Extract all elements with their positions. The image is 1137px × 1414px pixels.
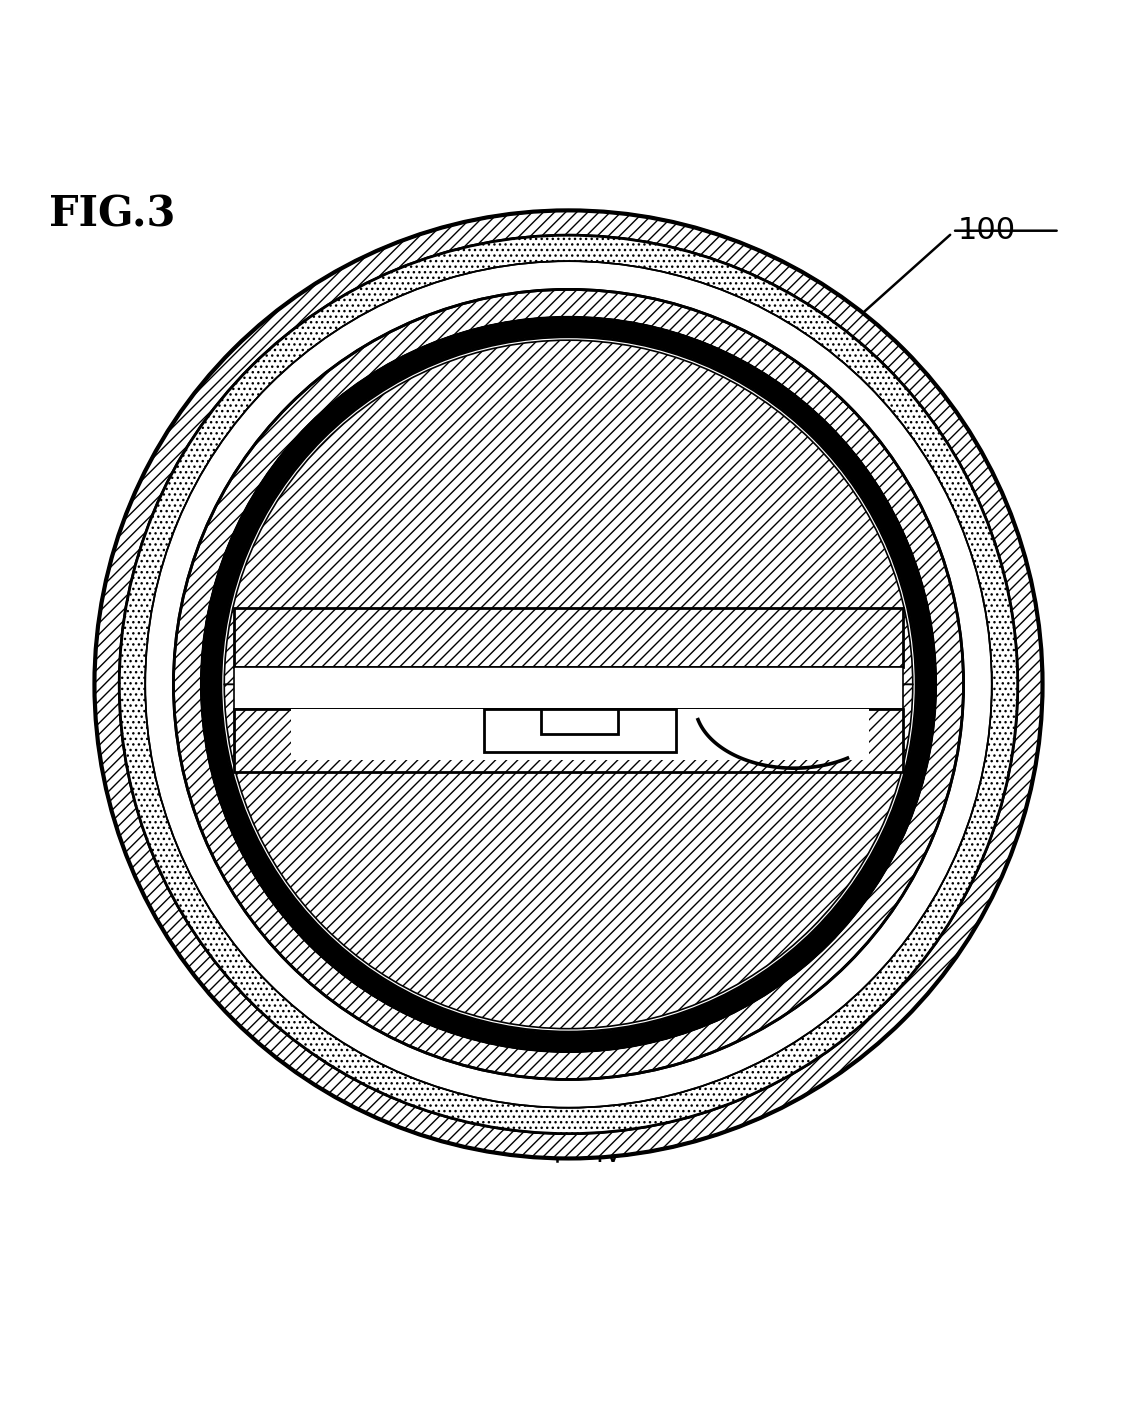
Text: 12: 12 — [879, 564, 912, 625]
Circle shape — [221, 337, 916, 1032]
Wedge shape — [146, 262, 991, 1107]
Wedge shape — [224, 341, 913, 684]
Bar — [484, 710, 675, 752]
Bar — [234, 710, 903, 772]
Bar — [234, 667, 903, 710]
Text: 1: 1 — [796, 615, 896, 706]
Wedge shape — [201, 318, 936, 1051]
Wedge shape — [174, 290, 963, 1079]
Wedge shape — [119, 235, 1018, 1134]
Bar — [541, 710, 619, 734]
Text: 14: 14 — [869, 416, 912, 501]
Bar — [234, 667, 903, 710]
Wedge shape — [94, 211, 1043, 1158]
Text: 100: 100 — [957, 216, 1016, 245]
Bar — [234, 608, 903, 667]
Text: 15: 15 — [858, 399, 912, 455]
Wedge shape — [224, 684, 913, 1028]
Circle shape — [83, 199, 1054, 1169]
Text: 13: 13 — [877, 438, 912, 544]
Text: $\rightarrow$IV: $\rightarrow$IV — [563, 1143, 623, 1168]
Bar — [291, 710, 869, 761]
Circle shape — [526, 643, 611, 727]
Text: FIG.3: FIG.3 — [49, 194, 176, 236]
Text: $\rightarrow$IV: $\rightarrow$IV — [529, 263, 589, 288]
